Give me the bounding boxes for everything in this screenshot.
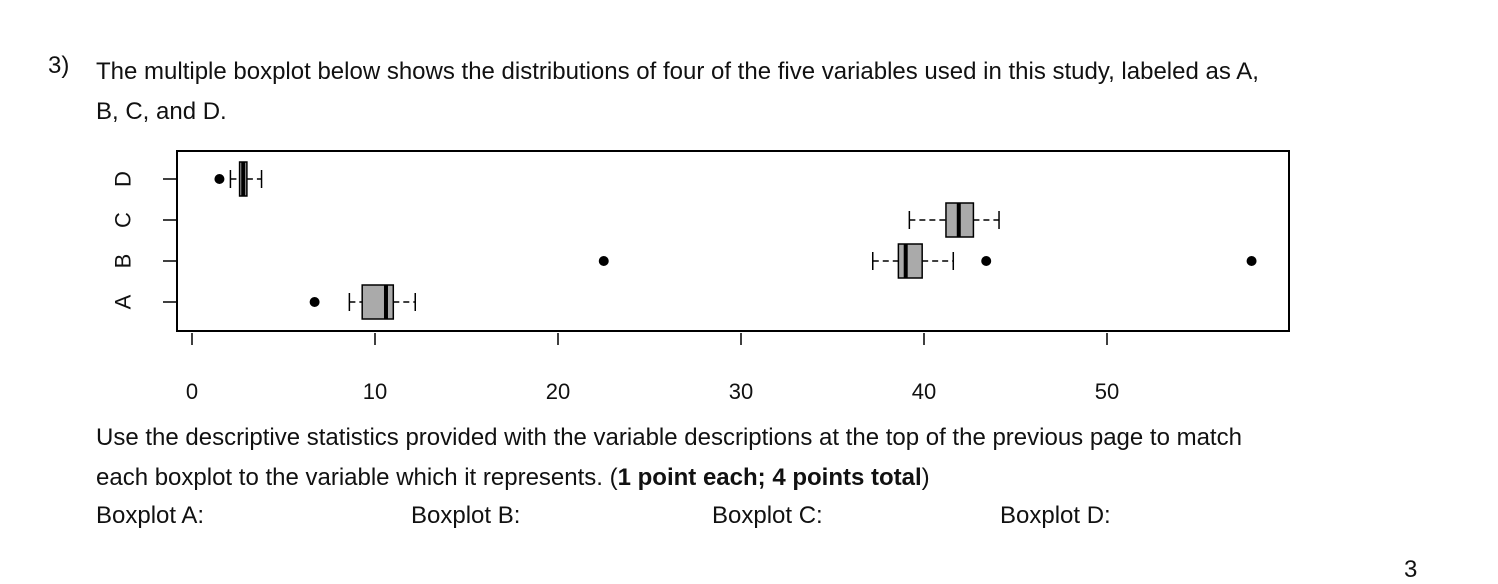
instructions-line-1: Use the descriptive statistics provided … <box>96 424 1242 451</box>
y-category-label-C: C <box>111 212 136 228</box>
boxplot-b-answer-label: Boxplot B: <box>411 502 521 529</box>
page-number: 3 <box>1404 556 1418 583</box>
x-tick-label-30: 30 <box>729 379 753 404</box>
instructions-line-2: each boxplot to the variable which it re… <box>96 458 1456 498</box>
boxplot-c-answer-label: Boxplot C: <box>712 502 823 529</box>
plot-frame <box>176 150 1290 332</box>
x-tick-label-0: 0 <box>186 379 198 404</box>
y-category-label-D: D <box>111 171 136 187</box>
instructions-points-bold: 1 point each; 4 points total <box>617 464 922 491</box>
boxplot-chart: 0 10 20 30 40 50 A B C D <box>111 150 1290 404</box>
x-tick-label-10: 10 <box>363 379 387 404</box>
x-tick-label-20: 20 <box>546 379 570 404</box>
instructions: Use the descriptive statistics provided … <box>96 418 1456 498</box>
y-category-label-B: B <box>111 254 136 269</box>
y-category-label-A: A <box>111 294 136 309</box>
boxplot-b-outlier-2 <box>981 256 992 266</box>
boxplot-b-box <box>897 243 923 279</box>
boxplot-d-outlier-1 <box>214 174 225 184</box>
question-text-line-2: B, C, and D. <box>96 98 227 125</box>
boxplot-a-outlier-1 <box>309 297 320 307</box>
boxplot-b-outlier-3 <box>1246 256 1257 266</box>
boxplot-b-outlier-1 <box>598 256 609 266</box>
x-tick-label-50: 50 <box>1095 379 1119 404</box>
question-text-line-1: The multiple boxplot below shows the dis… <box>96 58 1259 85</box>
question-number: 3) <box>48 52 70 79</box>
boxplot-a-answer-label: Boxplot A: <box>96 502 205 529</box>
question-text: The multiple boxplot below shows the dis… <box>96 52 1456 132</box>
x-tick-label-40: 40 <box>912 379 936 404</box>
instructions-line-2-text: each boxplot to the variable which it re… <box>96 464 618 491</box>
boxplot-d-answer-label: Boxplot D: <box>1000 502 1111 529</box>
instructions-line-2-end: ) <box>921 464 930 491</box>
boxplot-a-box <box>361 284 395 320</box>
